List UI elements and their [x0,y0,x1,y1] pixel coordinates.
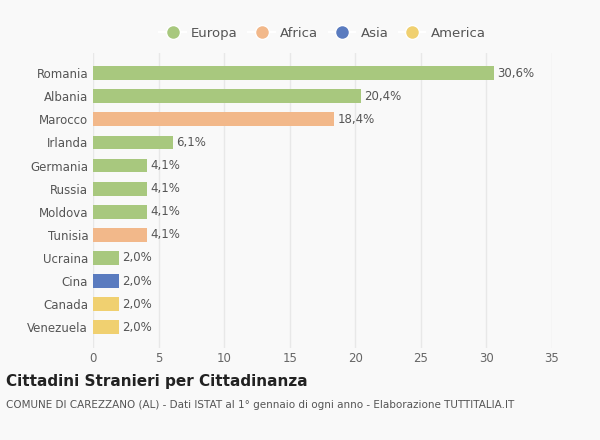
Text: COMUNE DI CAREZZANO (AL) - Dati ISTAT al 1° gennaio di ogni anno - Elaborazione : COMUNE DI CAREZZANO (AL) - Dati ISTAT al… [6,400,514,410]
Bar [93,66,494,80]
Bar [93,89,361,103]
Bar [93,182,147,195]
Text: 4,1%: 4,1% [150,228,180,242]
Bar [93,228,147,242]
Text: 2,0%: 2,0% [122,251,152,264]
Bar [93,297,119,311]
Bar [93,136,173,149]
Bar [93,158,147,172]
Text: 6,1%: 6,1% [176,136,206,149]
Bar [93,320,119,334]
Text: 20,4%: 20,4% [364,90,401,103]
Text: 4,1%: 4,1% [150,159,180,172]
Text: 18,4%: 18,4% [338,113,375,126]
Text: 30,6%: 30,6% [497,66,535,80]
Text: 2,0%: 2,0% [122,321,152,334]
Text: 4,1%: 4,1% [150,182,180,195]
Text: 4,1%: 4,1% [150,205,180,218]
Bar [93,274,119,288]
Text: 2,0%: 2,0% [122,298,152,311]
Text: Cittadini Stranieri per Cittadinanza: Cittadini Stranieri per Cittadinanza [6,374,308,389]
Legend: Europa, Africa, Asia, America: Europa, Africa, Asia, America [157,24,488,42]
Bar [93,112,334,126]
Bar [93,251,119,265]
Bar [93,205,147,219]
Text: 2,0%: 2,0% [122,275,152,288]
